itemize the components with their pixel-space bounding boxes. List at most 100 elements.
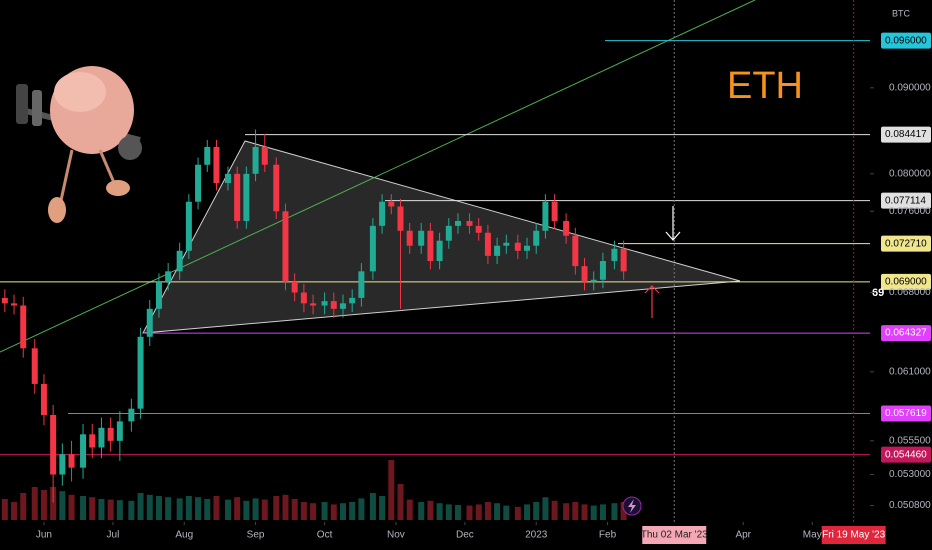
level-label: 0.096000 bbox=[885, 35, 927, 46]
candle-body bbox=[128, 408, 135, 422]
candle-body bbox=[436, 240, 443, 261]
candle-body bbox=[466, 220, 473, 226]
candle-body bbox=[455, 220, 462, 226]
candle-body bbox=[98, 427, 105, 448]
volume-bar bbox=[427, 500, 434, 520]
volume-bar bbox=[406, 499, 413, 520]
x-tick-label: Apr bbox=[735, 530, 751, 541]
y-tick-label: 0.090000 bbox=[889, 82, 931, 93]
volume-bar bbox=[146, 494, 153, 520]
volume-bar bbox=[484, 502, 491, 520]
cursor-label: 69 bbox=[872, 287, 884, 299]
volume-bar bbox=[466, 505, 473, 520]
volume-bar bbox=[620, 502, 627, 520]
volume-bar bbox=[542, 497, 549, 520]
crosshair-label: Thu 02 Mar '23 bbox=[641, 530, 708, 541]
candle-body bbox=[475, 225, 482, 233]
candle-body bbox=[388, 201, 395, 207]
x-tick-label: Sep bbox=[247, 530, 265, 541]
level-label-box bbox=[881, 192, 931, 209]
volume-bar bbox=[1, 499, 8, 520]
volume-bar bbox=[563, 503, 570, 520]
volume-bar bbox=[358, 498, 365, 520]
level-label: 0.077114 bbox=[885, 195, 926, 206]
volume-bar bbox=[185, 496, 192, 520]
level-label-box bbox=[881, 126, 931, 143]
volume-bar bbox=[155, 496, 162, 520]
trend-line bbox=[0, 0, 756, 353]
candle-body bbox=[195, 164, 202, 202]
candle-body bbox=[427, 230, 434, 261]
candle-body bbox=[358, 271, 365, 298]
volume-bar bbox=[503, 505, 510, 520]
candle-body bbox=[234, 173, 241, 221]
volume-bar bbox=[204, 499, 211, 520]
volume-bar bbox=[128, 500, 135, 520]
volume-bar bbox=[31, 487, 38, 520]
candle-body bbox=[165, 271, 172, 282]
candle-body bbox=[59, 454, 66, 475]
candle-body bbox=[397, 206, 404, 231]
candle-body bbox=[379, 201, 386, 226]
candle-body bbox=[349, 297, 356, 304]
volume-bar bbox=[514, 506, 521, 520]
time-axis bbox=[0, 522, 932, 550]
crosshair-label-box bbox=[821, 526, 886, 544]
volume-bar bbox=[80, 496, 87, 520]
crosshair-label: Fri 19 May '23 bbox=[822, 530, 885, 541]
symbol-title: ETH bbox=[727, 65, 803, 107]
candle-body bbox=[310, 303, 317, 306]
volume-bar bbox=[40, 490, 47, 520]
volume-bar bbox=[339, 503, 346, 520]
up-arrow-head bbox=[644, 285, 660, 294]
volume-bar bbox=[590, 505, 597, 520]
level-label-box bbox=[881, 325, 931, 342]
event-icon-bolt bbox=[628, 499, 636, 513]
volume-bar bbox=[379, 496, 386, 520]
volume-bar bbox=[252, 498, 259, 520]
candle-body bbox=[291, 281, 298, 293]
volume-bar bbox=[243, 500, 250, 520]
volume-bar bbox=[418, 502, 425, 520]
candle-body bbox=[68, 454, 75, 468]
volume-bar bbox=[455, 505, 462, 520]
x-tick-label: 2023 bbox=[525, 530, 548, 541]
volume-bar bbox=[524, 504, 531, 520]
volume-bar bbox=[494, 503, 501, 520]
candle-body bbox=[31, 348, 38, 384]
candle-body bbox=[330, 301, 337, 309]
volume-bar bbox=[369, 493, 376, 520]
candle-body bbox=[484, 232, 491, 256]
volume-bar bbox=[581, 504, 588, 520]
candle-body bbox=[89, 434, 96, 448]
candle-body bbox=[116, 421, 123, 441]
candle-body bbox=[494, 245, 501, 256]
candle-body bbox=[321, 301, 328, 306]
crosshair-label-box bbox=[642, 526, 707, 544]
volume-bar bbox=[273, 496, 280, 520]
candle-body bbox=[261, 146, 268, 165]
volume-bar bbox=[50, 487, 57, 520]
level-label: 0.057619 bbox=[885, 408, 927, 419]
x-tick-label: Dec bbox=[456, 530, 474, 541]
candle-body bbox=[252, 146, 259, 174]
candle-body bbox=[599, 260, 606, 280]
volume-bar bbox=[388, 460, 395, 520]
candle-body bbox=[542, 201, 549, 231]
y-tick-label: 0.076000 bbox=[889, 206, 931, 217]
volume-bar bbox=[165, 497, 172, 520]
y-tick-label: 0.053000 bbox=[889, 469, 931, 480]
volume-bar bbox=[11, 502, 18, 520]
level-label-box bbox=[881, 405, 931, 422]
volume-bar bbox=[137, 493, 144, 520]
x-tick-label: Jun bbox=[36, 530, 52, 541]
y-tick-label: 0.080000 bbox=[889, 168, 931, 179]
candle-body bbox=[339, 303, 346, 309]
volume-bar bbox=[475, 504, 482, 520]
candle-body bbox=[572, 235, 579, 267]
candle-body bbox=[563, 220, 570, 236]
level-label: 0.084417 bbox=[885, 129, 927, 140]
candle-body bbox=[611, 248, 618, 261]
